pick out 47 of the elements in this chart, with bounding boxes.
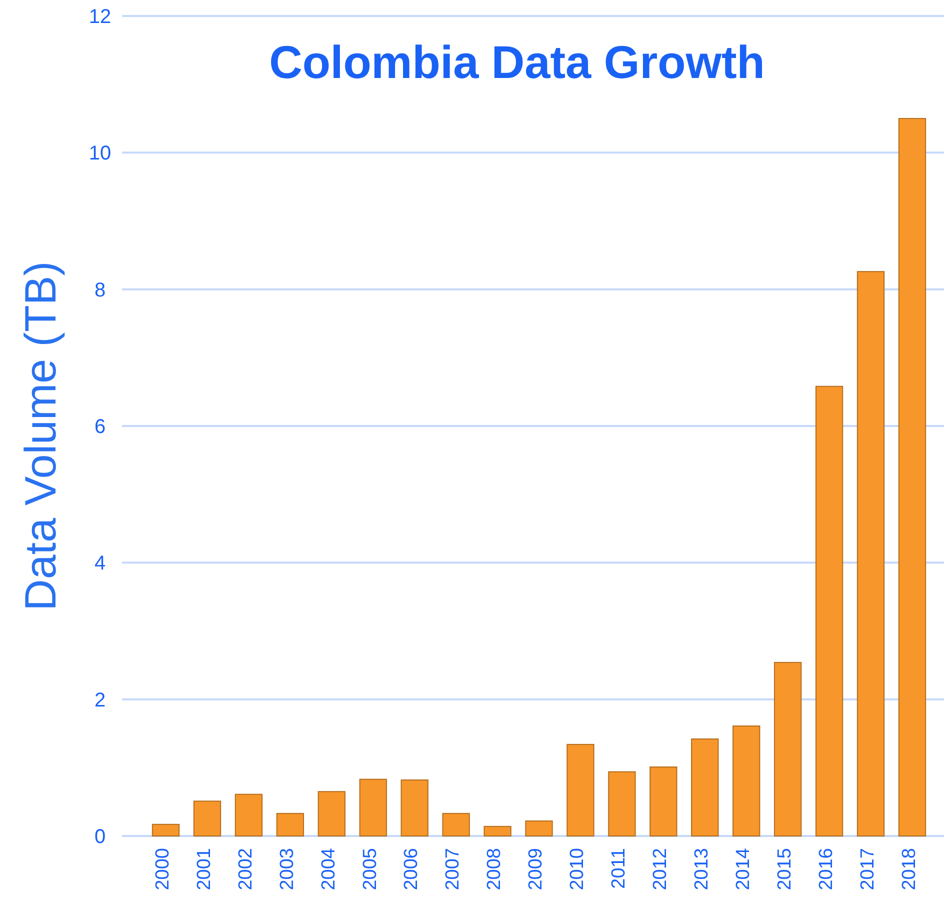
x-tick-label: 2003 bbox=[276, 848, 298, 890]
bar bbox=[774, 662, 802, 836]
y-tick-label: 6 bbox=[94, 416, 106, 438]
x-tick-label: 2016 bbox=[816, 848, 837, 890]
x-tick-label: 2004 bbox=[318, 848, 340, 890]
bar bbox=[566, 744, 594, 836]
bar bbox=[525, 820, 553, 836]
x-tick-label: 2012 bbox=[650, 848, 672, 890]
bar bbox=[650, 766, 678, 836]
bar bbox=[318, 791, 346, 836]
y-tick-label: 10 bbox=[88, 142, 112, 165]
bar bbox=[856, 271, 885, 836]
bar bbox=[276, 812, 304, 836]
bar bbox=[898, 118, 926, 836]
y-tick-label: 0 bbox=[94, 826, 106, 848]
bar bbox=[484, 826, 512, 836]
x-tick-label: 2006 bbox=[401, 848, 422, 890]
y-tick-label: 12 bbox=[88, 6, 112, 28]
bar bbox=[400, 779, 428, 836]
bar bbox=[732, 725, 760, 836]
x-tick-label: 2018 bbox=[898, 848, 920, 890]
text: Colombia Data Growth bbox=[269, 36, 765, 88]
x-tick-label: 2001 bbox=[194, 848, 215, 890]
bar bbox=[152, 824, 180, 836]
y-tick-label: 2 bbox=[94, 689, 106, 712]
bar bbox=[234, 794, 263, 836]
x-tick-label: 2000 bbox=[152, 848, 174, 890]
x-tick-label: 2008 bbox=[484, 848, 506, 890]
x-tick-label: 2017 bbox=[857, 848, 878, 890]
bar bbox=[193, 800, 222, 836]
bar bbox=[608, 771, 636, 836]
x-tick-label: 2014 bbox=[733, 848, 754, 890]
x-tick-label: 2007 bbox=[442, 848, 464, 890]
x-tick-label: 2002 bbox=[235, 848, 256, 890]
bar bbox=[815, 386, 844, 836]
bar bbox=[359, 778, 387, 836]
x-tick-label: 2010 bbox=[567, 848, 588, 890]
y-tick-label: 4 bbox=[94, 552, 106, 575]
x-tick-label: 2013 bbox=[692, 848, 713, 890]
bar bbox=[691, 738, 719, 836]
bar bbox=[442, 812, 470, 836]
y-tick-label: 8 bbox=[94, 279, 106, 302]
x-tick-label: 2011 bbox=[608, 848, 630, 889]
x-tick-label: 2009 bbox=[526, 848, 547, 890]
x-tick-label: 2015 bbox=[774, 848, 796, 890]
y-axis-title: Data Volume (TB) bbox=[16, 261, 66, 611]
x-tick-label: 2005 bbox=[360, 848, 381, 890]
